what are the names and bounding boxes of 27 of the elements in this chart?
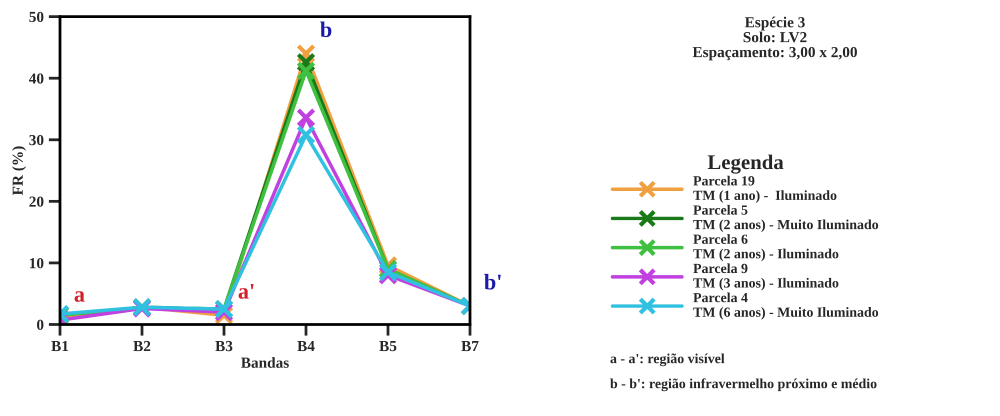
y-tick-label: 50 (29, 12, 44, 22)
x-tick-label: B7 (461, 341, 479, 352)
legend-label: Parcela 9 TM (3 anos) - Iluminado (693, 263, 838, 290)
annotation: a (74, 291, 85, 302)
legend-label: Parcela 5 TM (2 anos) - Muito Iluminado (693, 204, 878, 232)
annotation: b' (484, 274, 501, 290)
x-tick-label: B5 (379, 341, 396, 352)
legend-label: Parcela 19 TM (1 ano) - Iluminado (693, 176, 836, 203)
x-tick-label: B4 (297, 340, 315, 352)
x-tick-label: B3 (215, 340, 232, 352)
y-tick-label: 20 (29, 196, 44, 207)
x-axis-title: Bandas (241, 357, 289, 368)
text: b - b': região infravermelho próximo e médio (610, 378, 877, 392)
legend-label: Parcela 6 TM (2 anos) - Iluminado (693, 234, 838, 262)
annotation: b (320, 21, 332, 38)
y-axis-title: FR (%) (12, 146, 26, 196)
annotation: a' (238, 284, 254, 299)
legend-title: Legenda (708, 154, 784, 174)
text: a - a': região visível (610, 353, 724, 366)
x-tick-label: B1 (51, 340, 68, 352)
x-tick-label: B2 (133, 340, 150, 352)
y-tick-label: 0 (36, 320, 44, 330)
y-tick-label: 30 (29, 134, 44, 146)
text: Espécie 3 Solo: LV2 Espaçamento: 3,00 x 2,00 (692, 16, 857, 60)
y-tick-label: 10 (30, 258, 44, 268)
y-tick-label: 40 (28, 73, 44, 84)
legend-label: Parcela 4 TM (6 anos) - Muito Iluminado (693, 292, 878, 320)
